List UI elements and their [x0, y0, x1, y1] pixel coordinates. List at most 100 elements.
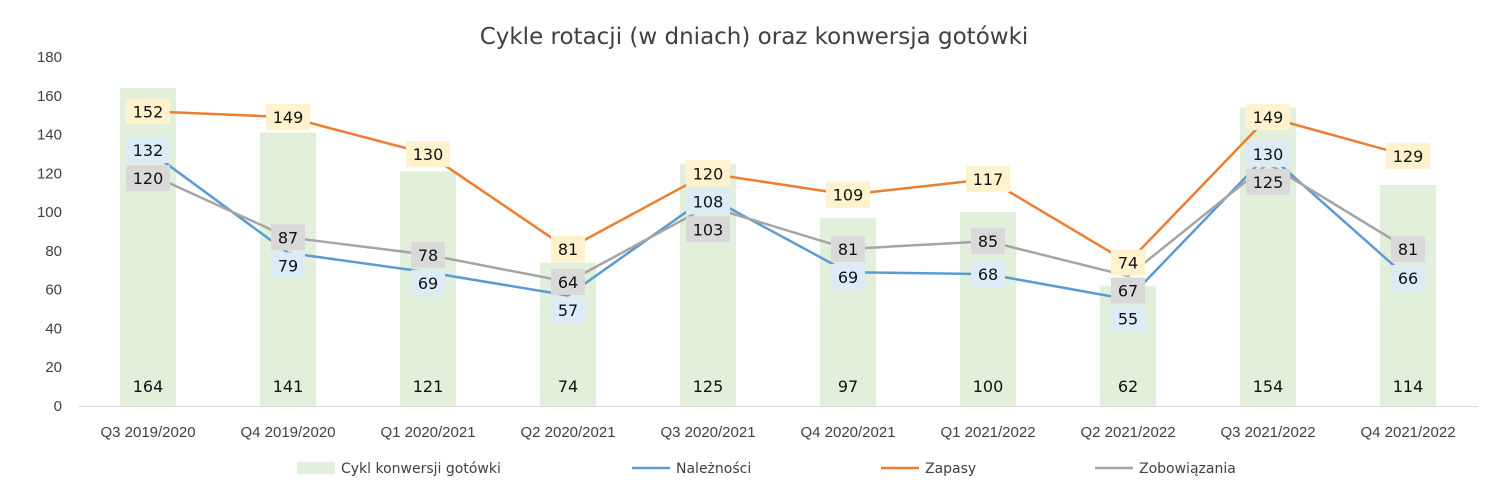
legend: Cykl konwersji gotówki Należności Zapasy Zo…: [297, 461, 1236, 477]
data-label-zapasy: 129: [1393, 147, 1424, 166]
data-label-bg-naleznosci: [551, 296, 585, 323]
data-label-zapasy: 81: [558, 240, 578, 259]
data-label-zobowiazania: 81: [1398, 240, 1418, 259]
y-tick-label: 120: [37, 165, 62, 182]
y-tick-label: 60: [45, 282, 62, 299]
x-tick-label: Q3 2020/2021: [660, 424, 755, 441]
data-label-bg-naleznosci: [271, 252, 305, 279]
data-label-bg-naleznosci: [1246, 140, 1290, 167]
data-label-zobowiazania: 120: [133, 169, 164, 188]
data-label-zapasy: 109: [833, 186, 864, 205]
data-label-bg-naleznosci: [831, 263, 865, 290]
data-label-zapasy: 149: [1253, 108, 1284, 127]
legend-swatch-cykl-konwersji-gotowki: [297, 462, 335, 474]
data-label-bg-zapasy: [1246, 104, 1290, 131]
data-label-bg-naleznosci: [971, 261, 1005, 288]
y-tick-label: 180: [37, 49, 62, 66]
x-tick-label: Q4 2020/2021: [800, 424, 895, 441]
data-label-naleznosci: 130: [1253, 145, 1284, 164]
legend-label-zapasy: Zapasy: [925, 461, 976, 477]
x-axis: Q3 2019/2020 Q4 2019/2020 Q1 2020/2021 Q2 2…: [100, 424, 1455, 441]
data-label-bg-zapasy: [1111, 249, 1145, 276]
data-label-zapasy: 74: [1118, 254, 1138, 273]
series-lines: [147, 110, 1409, 301]
data-label-bg-naleznosci: [126, 137, 170, 164]
data-label-zapasy: 152: [133, 102, 164, 121]
data-label-zobowiazania: 125: [1253, 173, 1284, 192]
data-label-bg-zobowiazania: [686, 216, 730, 243]
bar-value-label: 125: [693, 377, 724, 396]
bar: [1380, 184, 1436, 406]
data-label-bg-zobowiazania: [1391, 235, 1425, 262]
data-label-zobowiazania: 81: [838, 240, 858, 259]
legend-label-cykl-konwersji-gotowki: Cykl konwersji gotówki: [341, 461, 501, 477]
data-label-bg-naleznosci: [411, 269, 445, 296]
data-label-bg-zobowiazania: [831, 235, 865, 262]
y-axis: 0 20 40 60 80 100 120 140 160 180: [37, 49, 62, 415]
series-line-zobowiazania: [147, 162, 1409, 284]
bar-value-label: 100: [973, 377, 1004, 396]
data-label-naleznosci: 69: [418, 274, 438, 293]
data-label-naleznosci: 132: [133, 141, 164, 160]
y-tick-label: 0: [54, 398, 62, 415]
data-label-bg-zobowiazania: [411, 241, 445, 268]
y-tick-label: 20: [45, 359, 62, 376]
data-label-naleznosci: 69: [838, 268, 858, 287]
data-label-bg-zobowiazania: [1246, 168, 1290, 195]
data-label-naleznosci: 108: [693, 192, 724, 211]
data-labels: 164 141 121 74 125 97 100 62 154 114 152 132 120 149 8…: [126, 98, 1430, 396]
data-label-zobowiazania: 64: [558, 273, 578, 292]
x-tick-label: Q1 2021/2022: [940, 424, 1035, 441]
data-label-naleznosci: 68: [978, 265, 998, 284]
bars: [120, 88, 1436, 407]
data-label-naleznosci: 66: [1398, 269, 1418, 288]
data-label-zapasy: 120: [693, 164, 724, 183]
data-label-bg-zobowiazania: [1111, 277, 1145, 304]
data-label-bg-zapasy: [1386, 142, 1430, 169]
chart-title: Cykle rotacji (w dniach) oraz konwersja …: [480, 24, 1029, 50]
data-label-naleznosci: 55: [1118, 310, 1138, 329]
data-label-zobowiazania: 78: [418, 246, 438, 265]
data-label-bg-naleznosci: [1391, 265, 1425, 292]
series-line-zapasy: [147, 110, 1409, 264]
data-label-bg-zapasy: [266, 104, 310, 131]
data-label-bg-zapasy: [966, 166, 1010, 193]
data-label-bg-zapasy: [406, 140, 450, 167]
data-label-bg-zobowiazania: [971, 228, 1005, 255]
bar-value-label: 121: [413, 377, 444, 396]
y-tick-label: 140: [37, 127, 62, 144]
data-label-bg-naleznosci: [686, 188, 730, 215]
y-tick-label: 160: [37, 88, 62, 105]
x-tick-label: Q1 2020/2021: [380, 424, 475, 441]
legend-label-naleznosci: Należności: [676, 461, 751, 477]
y-tick-label: 100: [37, 204, 62, 221]
x-tick-label: Q4 2021/2022: [1360, 424, 1455, 441]
x-tick-label: Q3 2019/2020: [100, 424, 195, 441]
data-label-bg-zapasy: [126, 98, 170, 125]
data-label-bg-zobowiazania: [271, 224, 305, 251]
data-label-zapasy: 130: [413, 145, 444, 164]
series-line-naleznosci: [147, 149, 1409, 301]
data-label-bg-zapasy: [551, 235, 585, 262]
bar-value-label: 62: [1118, 377, 1138, 396]
data-label-naleznosci: 79: [278, 256, 298, 275]
data-label-bg-zobowiazania: [126, 165, 170, 192]
data-label-bg-zapasy: [686, 160, 730, 187]
data-label-zobowiazania: 103: [693, 220, 724, 239]
bar-value-label: 97: [838, 377, 858, 396]
bar-value-label: 164: [133, 377, 164, 396]
x-tick-label: Q3 2021/2022: [1220, 424, 1315, 441]
data-label-zobowiazania: 67: [1118, 282, 1138, 301]
data-label-zobowiazania: 85: [978, 232, 998, 251]
data-label-bg-naleznosci: [1111, 305, 1145, 332]
data-label-zobowiazania: 87: [278, 228, 298, 247]
y-tick-label: 80: [45, 243, 62, 260]
x-tick-label: Q2 2020/2021: [520, 424, 615, 441]
x-tick-label: Q4 2019/2020: [240, 424, 335, 441]
data-label-zapasy: 149: [273, 108, 304, 127]
bar-value-label: 154: [1253, 377, 1284, 396]
data-label-bg-zobowiazania: [551, 268, 585, 295]
data-label-zapasy: 117: [973, 170, 1004, 189]
bar-value-label: 141: [273, 377, 304, 396]
